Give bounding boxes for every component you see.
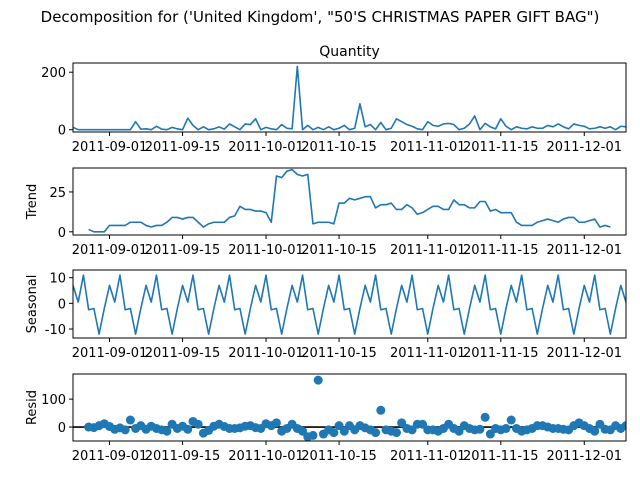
data-point-resid (125, 415, 135, 425)
data-point-resid (501, 423, 511, 433)
x-tick-label-resid: 2011-10-01 (228, 449, 304, 464)
data-point-resid (162, 426, 172, 436)
series-quantity (73, 65, 626, 131)
data-point-resid (480, 412, 490, 422)
x-tick-label-trend: 2011-12-01 (546, 243, 622, 258)
x-tick-label-trend: 2011-10-01 (228, 243, 304, 258)
y-axis-label-seasonal: Seasonal (25, 275, 40, 334)
x-tick-label-quantity: 2011-12-01 (546, 140, 622, 155)
x-tick-label-resid: 2011-12-01 (546, 449, 622, 464)
x-tick-label-resid: 2011-09-15 (145, 449, 221, 464)
data-point-resid (371, 428, 381, 438)
x-tick-label-seasonal: 2011-09-01 (72, 346, 148, 361)
series-line-trend (88, 168, 611, 233)
x-tick-label-quantity: 2011-10-01 (228, 140, 304, 155)
data-point-resid (193, 419, 203, 429)
axes-frame-trend (72, 167, 627, 236)
series-line-quantity (73, 65, 626, 131)
x-tick-label-trend: 2011-09-01 (72, 243, 148, 258)
data-point-resid (120, 425, 130, 435)
x-tick-label-seasonal: 2011-11-01 (390, 346, 466, 361)
x-tick-label-quantity: 2011-11-01 (390, 140, 466, 155)
x-tick-label-quantity: 2011-11-15 (463, 140, 539, 155)
x-tick-label-resid: 2011-11-15 (463, 449, 539, 464)
data-point-resid (391, 428, 401, 438)
x-tick-label-trend: 2011-09-15 (145, 243, 221, 258)
x-tick-label-resid: 2011-09-01 (72, 449, 148, 464)
series-resid (73, 375, 626, 441)
data-point-resid (183, 424, 193, 434)
panel-title-quantity: Quantity (319, 44, 380, 60)
y-tick-label-seasonal: 0 (58, 297, 66, 312)
data-point-resid (475, 424, 485, 434)
data-point-resid (621, 421, 626, 431)
data-point-resid (590, 426, 600, 436)
x-tick-label-trend: 2011-11-01 (390, 243, 466, 258)
figure-suptitle: Decomposition for ('United Kingdom', "50… (41, 8, 600, 26)
data-point-resid (329, 428, 339, 438)
axes-frame-quantity (72, 62, 627, 133)
x-tick-label-resid: 2011-10-15 (301, 449, 377, 464)
y-axis-label-resid: Resid (25, 390, 40, 425)
y-axis-label-trend: Trend (25, 184, 40, 221)
x-tick-label-seasonal: 2011-10-15 (301, 346, 377, 361)
x-tick-label-seasonal: 2011-11-15 (463, 346, 539, 361)
series-seasonal (73, 274, 626, 335)
y-tick-label-quantity: 0 (58, 124, 66, 139)
data-point-resid (308, 430, 318, 440)
series-line-seasonal (73, 274, 626, 335)
series-trend (88, 168, 611, 233)
y-tick-label-seasonal: -10 (45, 323, 66, 338)
y-tick-label-resid: 0 (58, 421, 66, 436)
x-tick-label-quantity: 2011-09-01 (72, 140, 148, 155)
x-tick-label-seasonal: 2011-10-01 (228, 346, 304, 361)
data-point-resid (506, 415, 516, 425)
x-tick-label-trend: 2011-11-15 (463, 243, 539, 258)
y-tick-label-seasonal: 10 (49, 272, 66, 287)
x-tick-label-quantity: 2011-10-15 (301, 140, 377, 155)
y-tick-label-quantity: 200 (41, 66, 66, 81)
y-tick-label-trend: 25 (49, 186, 66, 201)
x-tick-label-seasonal: 2011-12-01 (546, 346, 622, 361)
data-point-resid (376, 405, 386, 415)
axes-frame-resid (72, 373, 627, 442)
x-tick-label-quantity: 2011-09-15 (145, 140, 221, 155)
y-tick-label-trend: 0 (58, 226, 66, 241)
y-tick-label-resid: 100 (41, 393, 66, 408)
x-tick-label-resid: 2011-11-01 (390, 449, 466, 464)
data-point-resid (271, 418, 281, 428)
axes-frame-seasonal (72, 269, 627, 339)
data-point-resid (313, 375, 323, 385)
x-tick-label-trend: 2011-10-15 (301, 243, 377, 258)
x-tick-label-seasonal: 2011-09-15 (145, 346, 221, 361)
